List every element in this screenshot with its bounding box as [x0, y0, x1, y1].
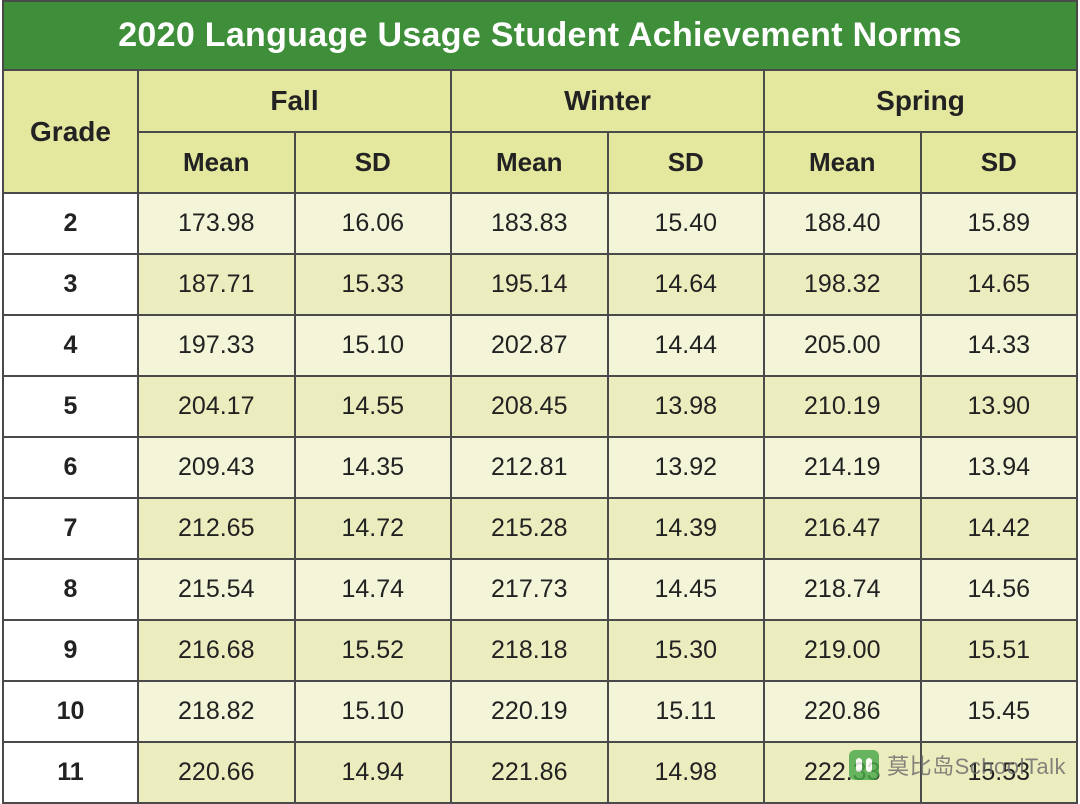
table-row: 5204.1714.55208.4513.98210.1913.90 [4, 376, 1076, 437]
data-cell-winter-sd: 15.40 [608, 193, 765, 254]
data-cell-spring-mean: 188.40 [764, 193, 921, 254]
table-row: 6209.4314.35212.8113.92214.1913.94 [4, 437, 1076, 498]
table-row: 3187.7115.33195.1414.64198.3214.65 [4, 254, 1076, 315]
data-cell-fall-sd: 14.94 [295, 742, 452, 803]
data-cell-spring-mean: 210.19 [764, 376, 921, 437]
data-cell-winter-sd: 13.92 [608, 437, 765, 498]
data-cell-spring-mean: 198.32 [764, 254, 921, 315]
data-cell-winter-mean: 221.86 [451, 742, 608, 803]
grade-column-header: Grade [4, 71, 138, 193]
data-cell-fall-sd: 14.72 [295, 498, 452, 559]
col-winter-sd: SD [608, 132, 765, 193]
norms-table: Grade Fall Winter Spring Mean SD Mean SD… [4, 71, 1076, 804]
data-cell-spring-mean: 216.47 [764, 498, 921, 559]
grade-cell: 11 [4, 742, 138, 803]
data-cell-fall-sd: 14.74 [295, 559, 452, 620]
data-cell-winter-mean: 183.83 [451, 193, 608, 254]
grade-cell: 9 [4, 620, 138, 681]
grade-cell: 4 [4, 315, 138, 376]
data-cell-spring-sd: 13.94 [921, 437, 1077, 498]
data-cell-winter-sd: 13.98 [608, 376, 765, 437]
data-cell-fall-mean: 187.71 [138, 254, 295, 315]
data-cell-winter-sd: 14.45 [608, 559, 765, 620]
data-cell-spring-sd: 15.45 [921, 681, 1077, 742]
table-row: 4197.3315.10202.8714.44205.0014.33 [4, 315, 1076, 376]
data-cell-winter-sd: 14.64 [608, 254, 765, 315]
season-header-spring: Spring [764, 71, 1076, 132]
data-cell-fall-mean: 173.98 [138, 193, 295, 254]
norms-table-container: 2020 Language Usage Student Achievement … [2, 0, 1078, 804]
data-cell-spring-sd: 14.56 [921, 559, 1077, 620]
data-cell-spring-mean: 214.19 [764, 437, 921, 498]
data-cell-winter-sd: 14.44 [608, 315, 765, 376]
data-cell-winter-sd: 15.11 [608, 681, 765, 742]
data-cell-winter-mean: 208.45 [451, 376, 608, 437]
table-row: 11220.6614.94221.8614.98222.3315.53 [4, 742, 1076, 803]
data-cell-winter-mean: 220.19 [451, 681, 608, 742]
table-row: 10218.8215.10220.1915.11220.8615.45 [4, 681, 1076, 742]
data-cell-winter-mean: 195.14 [451, 254, 608, 315]
season-header-winter: Winter [451, 71, 764, 132]
season-header-row: Grade Fall Winter Spring [4, 71, 1076, 132]
data-cell-fall-sd: 15.33 [295, 254, 452, 315]
data-cell-fall-sd: 14.55 [295, 376, 452, 437]
data-cell-winter-sd: 14.98 [608, 742, 765, 803]
col-spring-mean: Mean [764, 132, 921, 193]
grade-cell: 8 [4, 559, 138, 620]
data-cell-winter-mean: 202.87 [451, 315, 608, 376]
grade-cell: 7 [4, 498, 138, 559]
data-cell-fall-mean: 212.65 [138, 498, 295, 559]
data-cell-spring-mean: 218.74 [764, 559, 921, 620]
col-winter-mean: Mean [451, 132, 608, 193]
data-cell-spring-sd: 14.42 [921, 498, 1077, 559]
subcolumn-header-row: Mean SD Mean SD Mean SD [4, 132, 1076, 193]
col-fall-mean: Mean [138, 132, 295, 193]
data-cell-spring-mean: 205.00 [764, 315, 921, 376]
grade-cell: 5 [4, 376, 138, 437]
grade-cell: 6 [4, 437, 138, 498]
season-header-fall: Fall [138, 71, 451, 132]
data-cell-fall-mean: 209.43 [138, 437, 295, 498]
table-row: 9216.6815.52218.1815.30219.0015.51 [4, 620, 1076, 681]
col-fall-sd: SD [295, 132, 452, 193]
data-cell-spring-sd: 13.90 [921, 376, 1077, 437]
data-cell-fall-mean: 218.82 [138, 681, 295, 742]
table-title: 2020 Language Usage Student Achievement … [4, 2, 1076, 71]
data-cell-fall-mean: 215.54 [138, 559, 295, 620]
grade-cell: 3 [4, 254, 138, 315]
data-cell-fall-mean: 204.17 [138, 376, 295, 437]
data-cell-fall-sd: 14.35 [295, 437, 452, 498]
data-cell-spring-mean: 222.33 [764, 742, 921, 803]
data-cell-spring-sd: 15.51 [921, 620, 1077, 681]
data-cell-winter-mean: 217.73 [451, 559, 608, 620]
data-cell-fall-sd: 16.06 [295, 193, 452, 254]
data-cell-fall-mean: 197.33 [138, 315, 295, 376]
data-cell-spring-mean: 219.00 [764, 620, 921, 681]
data-cell-fall-mean: 220.66 [138, 742, 295, 803]
data-cell-spring-sd: 15.53 [921, 742, 1077, 803]
data-cell-winter-mean: 218.18 [451, 620, 608, 681]
col-spring-sd: SD [921, 132, 1077, 193]
data-cell-spring-mean: 220.86 [764, 681, 921, 742]
data-cell-spring-sd: 14.33 [921, 315, 1077, 376]
data-cell-spring-sd: 14.65 [921, 254, 1077, 315]
data-cell-fall-mean: 216.68 [138, 620, 295, 681]
data-cell-winter-mean: 215.28 [451, 498, 608, 559]
data-cell-fall-sd: 15.10 [295, 681, 452, 742]
table-row: 2173.9816.06183.8315.40188.4015.89 [4, 193, 1076, 254]
data-cell-winter-mean: 212.81 [451, 437, 608, 498]
data-cell-fall-sd: 15.52 [295, 620, 452, 681]
data-cell-winter-sd: 14.39 [608, 498, 765, 559]
grade-cell: 2 [4, 193, 138, 254]
table-row: 8215.5414.74217.7314.45218.7414.56 [4, 559, 1076, 620]
table-row: 7212.6514.72215.2814.39216.4714.42 [4, 498, 1076, 559]
data-cell-winter-sd: 15.30 [608, 620, 765, 681]
grade-cell: 10 [4, 681, 138, 742]
data-cell-fall-sd: 15.10 [295, 315, 452, 376]
data-cell-spring-sd: 15.89 [921, 193, 1077, 254]
